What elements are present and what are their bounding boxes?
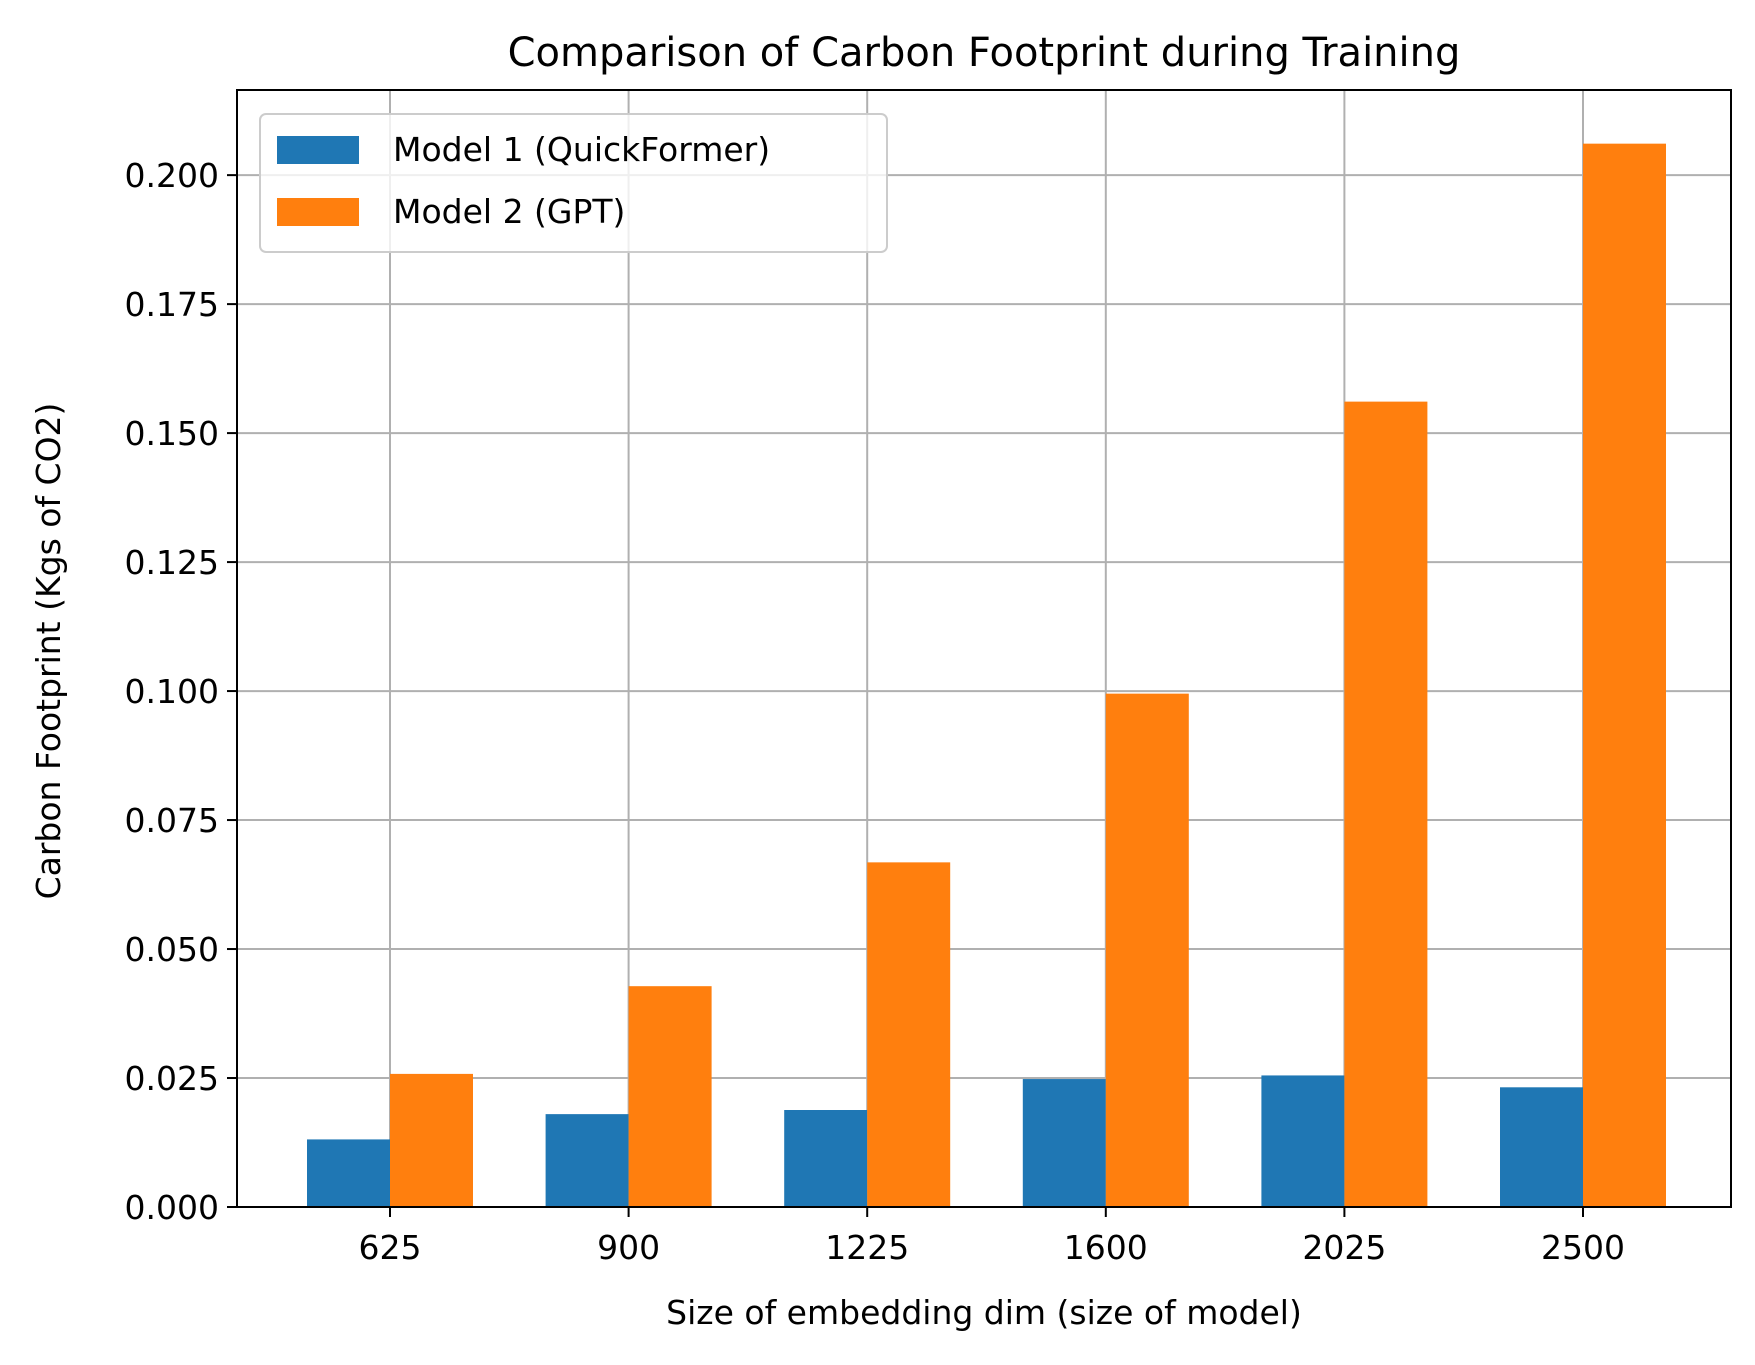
bar-model-2-625 — [390, 1073, 473, 1207]
legend-swatch-model-2 — [277, 198, 359, 226]
ticks: 0.000 0.025 0.050 0.075 0.100 0.125 0.150 0.175… — [125, 156, 1625, 1267]
bar-model-1-2500 — [1500, 1087, 1583, 1207]
y-tick-label: 0.150 — [125, 414, 219, 453]
y-tick-label: 0.100 — [125, 672, 219, 711]
y-tick-label: 0.000 — [125, 1188, 219, 1227]
x-tick-label: 2025 — [1302, 1228, 1386, 1267]
x-axis-label: Size of embedding dim (size of model) — [666, 1293, 1302, 1332]
y-axis-label: Carbon Footprint (Kgs of CO2) — [29, 403, 68, 900]
legend: Model 1 (QuickFormer) Model 2 (GPT) — [259, 113, 888, 253]
axes — [236, 89, 1732, 1208]
bar-model-1-2025 — [1261, 1075, 1345, 1207]
x-tick-label: 1225 — [825, 1228, 909, 1267]
bar-model-2-2500 — [1583, 143, 1666, 1208]
bar-model-2-1225 — [867, 862, 951, 1207]
legend-label-model-1: Model 1 (QuickFormer) — [393, 130, 770, 169]
x-tick-label: 1600 — [1064, 1228, 1148, 1267]
bar-model-2-1600 — [1105, 693, 1189, 1207]
x-tick-label: 625 — [359, 1228, 422, 1267]
bar-model-1-1600 — [1022, 1079, 1106, 1207]
y-tick-label: 0.075 — [125, 801, 219, 840]
chart-title: Comparison of Carbon Footprint during Tr… — [508, 30, 1461, 76]
bar-model-1-900 — [545, 1114, 629, 1207]
x-tick-label: 2500 — [1541, 1228, 1625, 1267]
legend-label-model-2: Model 2 (GPT) — [393, 192, 625, 231]
y-tick-label: 0.200 — [125, 156, 219, 195]
y-tick-label: 0.125 — [125, 543, 219, 582]
bar-model-1-625 — [307, 1139, 390, 1207]
bar-model-2-2025 — [1344, 401, 1428, 1207]
legend-swatch-model-1 — [277, 136, 359, 164]
y-tick-label: 0.025 — [125, 1059, 219, 1098]
y-tick-label: 0.175 — [125, 285, 219, 324]
bar-model-2-900 — [628, 986, 712, 1207]
plot-frame — [236, 89, 1732, 1208]
bars — [307, 143, 1666, 1208]
x-tick-label: 900 — [597, 1228, 660, 1267]
bar-model-1-1225 — [784, 1110, 868, 1207]
y-tick-label: 0.050 — [125, 930, 219, 969]
legend-frame — [259, 113, 888, 253]
